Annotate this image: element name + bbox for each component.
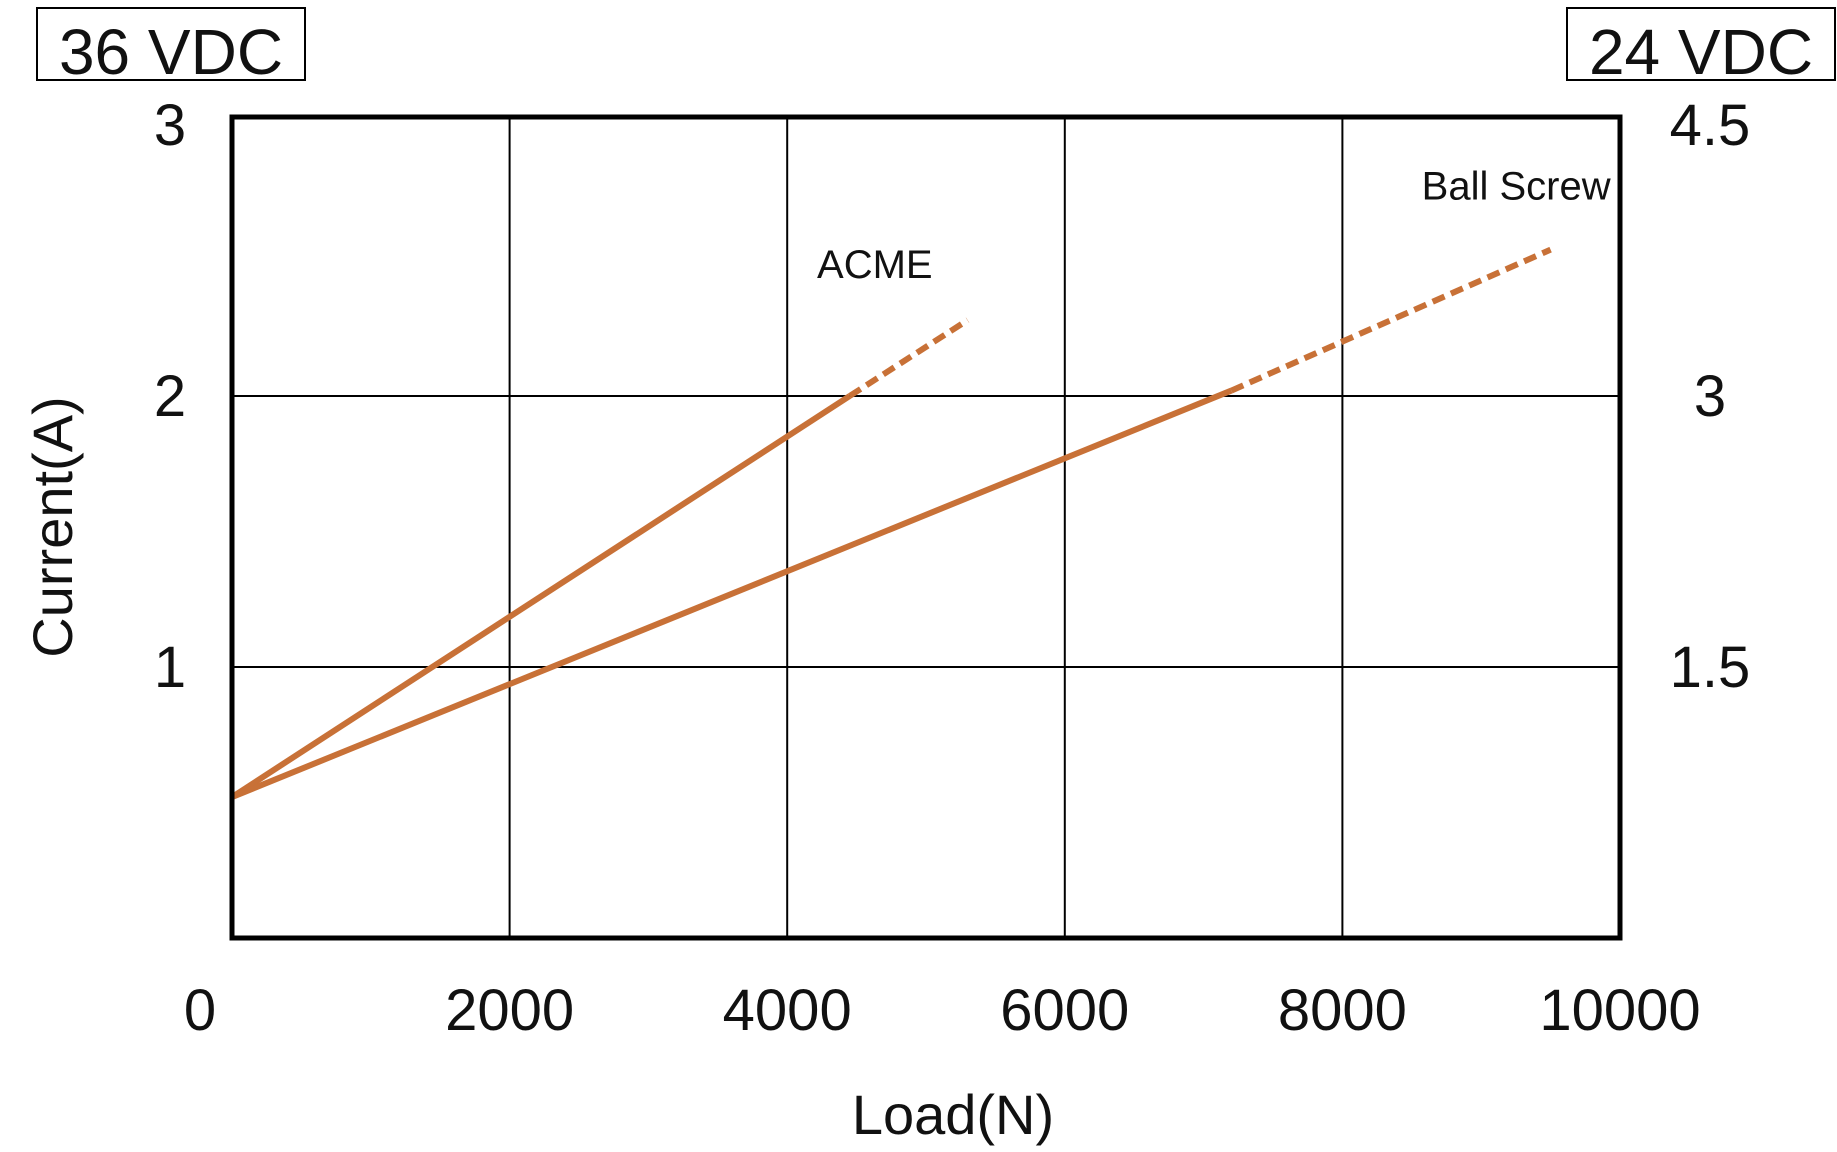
- left-voltage-box: 36 VDC: [36, 7, 306, 88]
- y-axis-ticks: 1 2 3: [154, 93, 186, 700]
- x-tick-label: 6000: [1000, 978, 1129, 1043]
- x-tick-label: 10000: [1539, 978, 1700, 1043]
- grid-lines: [232, 117, 1620, 938]
- left-voltage-box-frame: [36, 7, 306, 81]
- y-axis-title: Current(A): [21, 396, 84, 657]
- right-voltage-box: 24 VDC: [1566, 7, 1836, 88]
- y2-tick-label: 1.5: [1670, 635, 1751, 700]
- acme-line-solid: [230, 393, 852, 800]
- y2-axis-ticks: 1.5 3 4.5: [1670, 93, 1751, 700]
- plot-frame: [229, 114, 1623, 941]
- x-tick-label: 4000: [723, 978, 852, 1043]
- ball-screw-line-solid: [230, 387, 1233, 800]
- y2-tick-label: 3: [1694, 364, 1726, 429]
- ball-screw-label: Ball Screw: [1422, 165, 1611, 209]
- acme-label: ACME: [817, 243, 933, 287]
- right-voltage-box-frame: [1566, 7, 1836, 81]
- x-axis-ticks: 0 2000 4000 6000 8000 10000: [184, 978, 1701, 1043]
- right-voltage-label: 24 VDC: [1589, 16, 1813, 88]
- x-axis-title: Load(N): [852, 1083, 1054, 1146]
- series-lines: [230, 246, 1552, 800]
- y-tick-label: 1: [154, 635, 186, 700]
- acme-line-dashed: [848, 317, 970, 399]
- y-tick-label: 2: [154, 364, 186, 429]
- x-tick-label: 2000: [445, 978, 574, 1043]
- ball-screw-line-dashed: [1230, 246, 1552, 394]
- y2-tick-label: 4.5: [1670, 93, 1751, 158]
- left-voltage-label: 36 VDC: [59, 16, 283, 88]
- y-tick-label: 3: [154, 93, 186, 158]
- series-labels: ACME Ball Screw: [817, 165, 1611, 287]
- x-tick-label: 8000: [1278, 978, 1407, 1043]
- x-tick-label: 0: [184, 978, 216, 1043]
